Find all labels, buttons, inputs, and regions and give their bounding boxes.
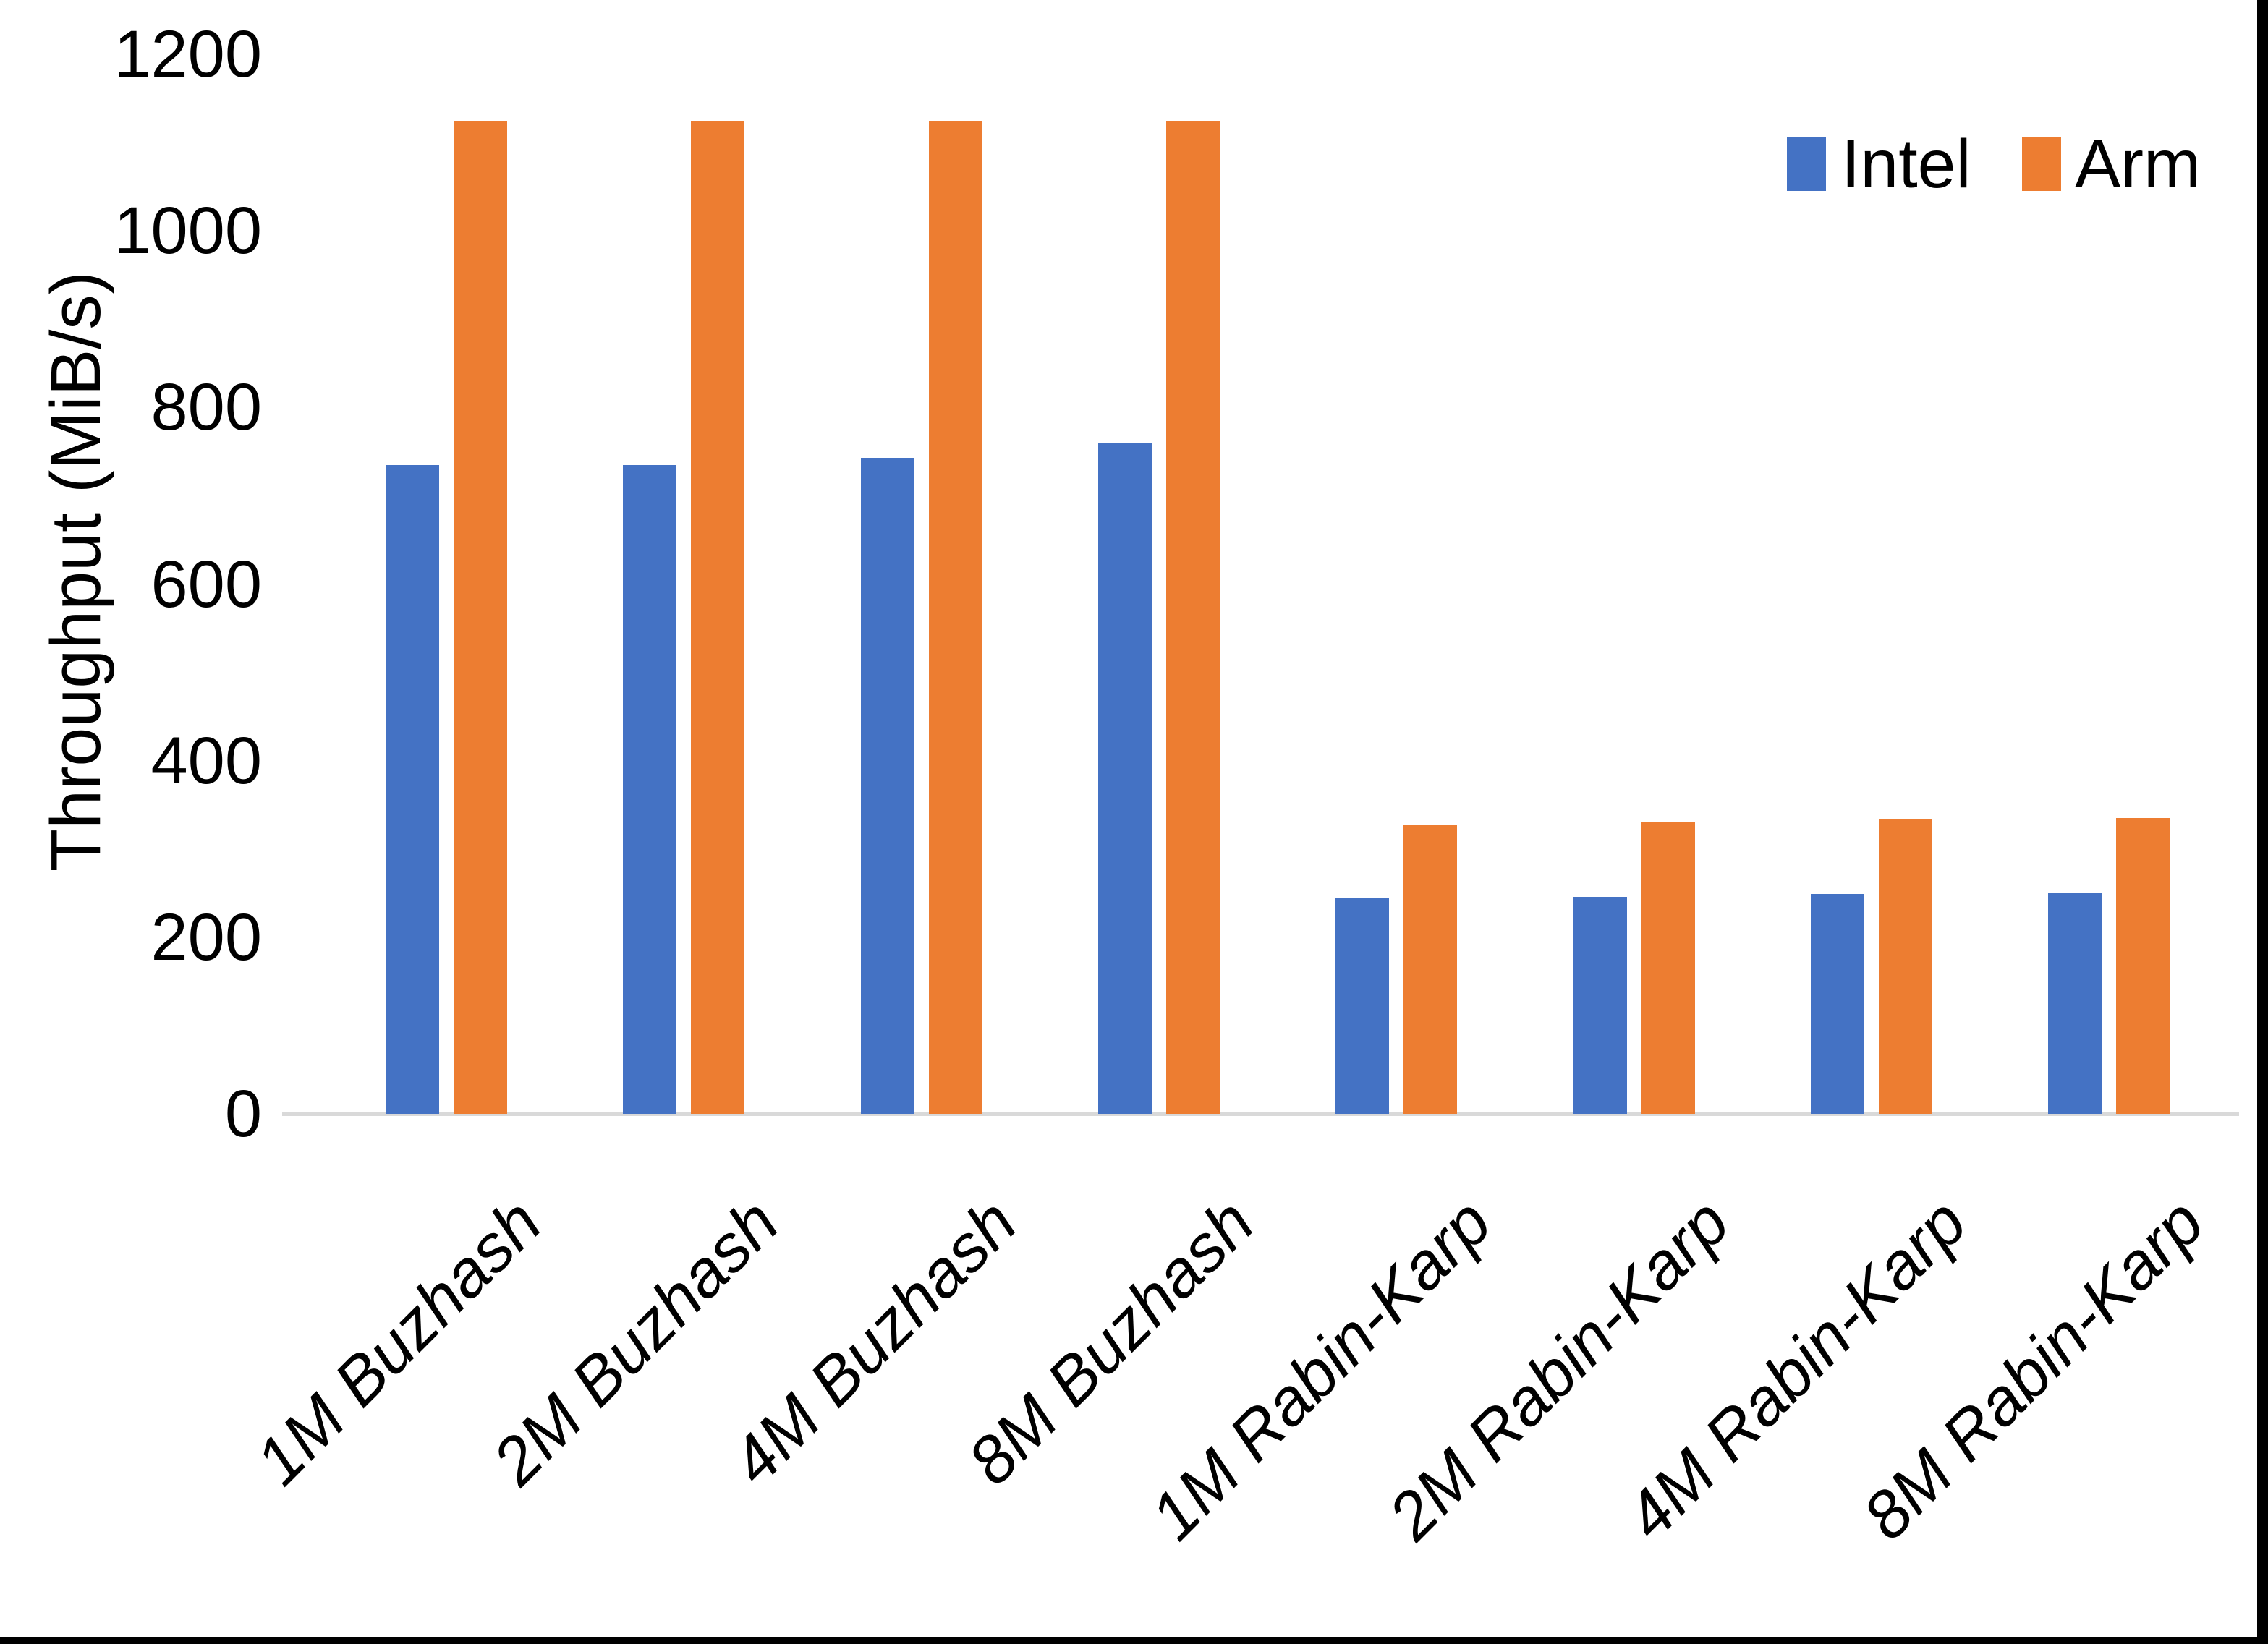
screen-right-border	[2257, 0, 2268, 1644]
y-tick-label-800: 800	[150, 370, 263, 445]
y-tick-label-1200: 1200	[114, 17, 262, 92]
bar-intel-1m-buzhash	[386, 464, 439, 1114]
bar-intel-1m-rabin-karp	[1335, 897, 1390, 1114]
legend-label-intel: Intel	[1841, 126, 1971, 203]
bar-intel-2m-rabin-karp	[1573, 896, 1627, 1114]
y-tick-label-200: 200	[150, 900, 263, 974]
x-axis-line	[282, 1112, 2239, 1116]
bar-arm-4m-buzhash	[928, 120, 982, 1114]
y-tick-label-0: 0	[224, 1077, 262, 1151]
screen-bottom-border	[0, 1637, 2268, 1644]
bar-intel-4m-rabin-karp	[1810, 894, 1864, 1114]
y-tick-label-600: 600	[150, 547, 263, 621]
bar-intel-8m-rabin-karp	[2048, 893, 2102, 1114]
legend-swatch-arm	[2022, 137, 2061, 191]
bar-intel-8m-buzhash	[1097, 443, 1152, 1114]
bar-arm-1m-rabin-karp	[1403, 825, 1458, 1114]
bar-arm-1m-buzhash	[454, 120, 507, 1114]
legend-label-arm: Arm	[2075, 126, 2201, 203]
x-category-label-1m-buzhash: 1M Buzhash	[241, 1185, 556, 1499]
bar-intel-2m-buzhash	[623, 464, 677, 1114]
y-tick-label-400: 400	[150, 723, 263, 798]
bar-arm-8m-rabin-karp	[2116, 818, 2170, 1114]
bar-arm-2m-rabin-karp	[1641, 822, 1695, 1114]
bar-arm-4m-rabin-karp	[1878, 819, 1932, 1114]
y-tick-label-1000: 1000	[114, 194, 262, 268]
bar-arm-2m-buzhash	[691, 120, 745, 1114]
bar-arm-8m-buzhash	[1165, 120, 1220, 1114]
legend-swatch-intel	[1787, 137, 1826, 191]
bar-intel-4m-buzhash	[860, 457, 914, 1114]
